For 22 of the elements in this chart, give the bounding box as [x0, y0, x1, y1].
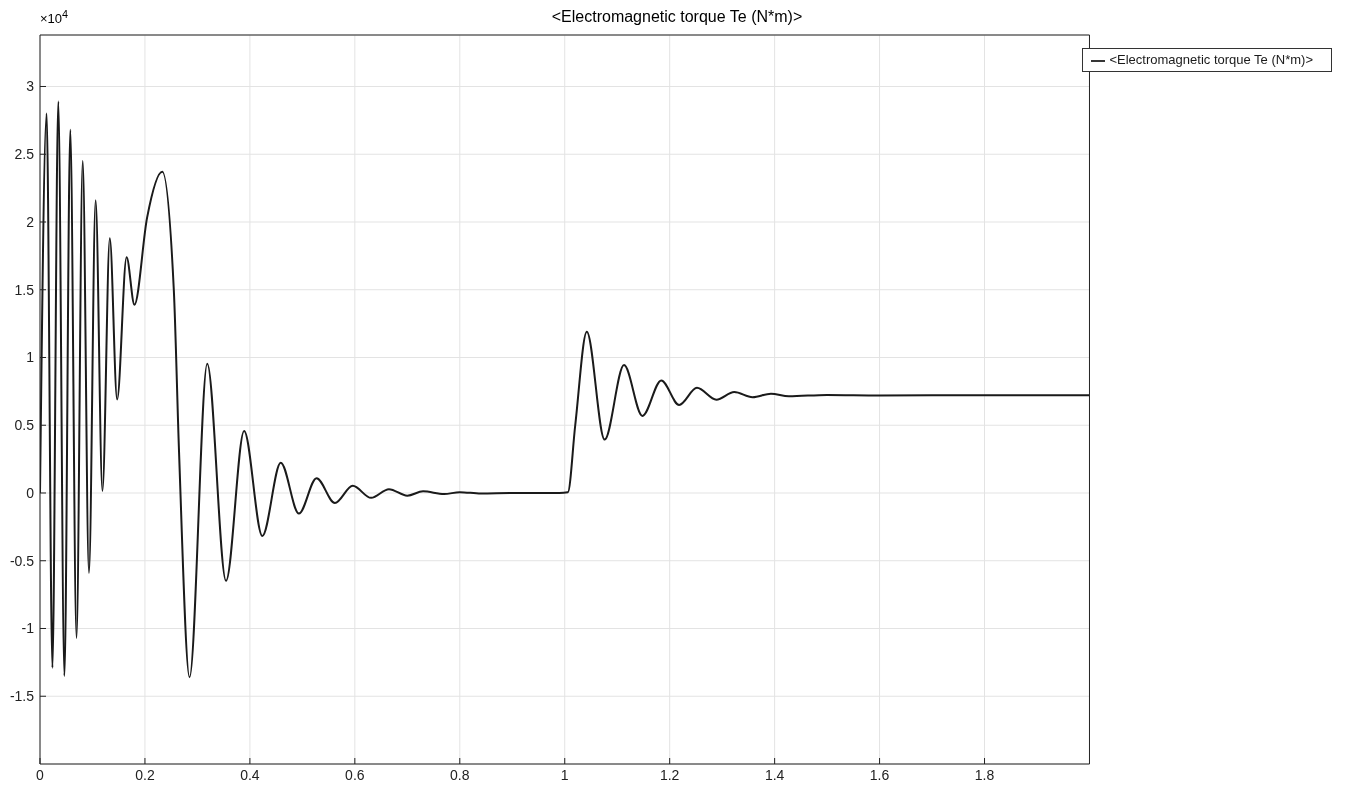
- x-tick-label: 0.2: [135, 766, 155, 783]
- y-tick-label: 0: [26, 484, 35, 501]
- chart-title: <Electromagnetic torque Te (N*m)>: [551, 8, 803, 25]
- y-tick-label: 0.5: [14, 417, 35, 434]
- y-tick-label: 1: [26, 349, 35, 366]
- text: ×10$^{4}$: [40, 8, 69, 27]
- x-tick-label: 1.6: [869, 766, 890, 783]
- x-tick-label: 1.8: [974, 766, 995, 783]
- y-tick-label: 2: [26, 213, 35, 230]
- y-tick-label: -0.5: [9, 552, 35, 569]
- x-tick-label: 1.2: [659, 766, 680, 783]
- y-tick-label: 1.5: [14, 281, 35, 298]
- x-tick-label: 1.4: [764, 766, 785, 783]
- y-tick-label: 2.5: [14, 146, 35, 163]
- x-tick-label: 0.8: [450, 766, 470, 783]
- y-tick-label: 3: [26, 78, 35, 95]
- legend-label: <Electromagnetic torque Te (N*m)>: [1109, 52, 1313, 67]
- x-tick-label: 0.6: [345, 766, 365, 783]
- y-tick-label: -1.5: [9, 688, 35, 705]
- y-tick-label: -1: [21, 620, 35, 637]
- x-tick-label: 0.4: [240, 766, 260, 783]
- x-tick-label: 1: [560, 766, 569, 783]
